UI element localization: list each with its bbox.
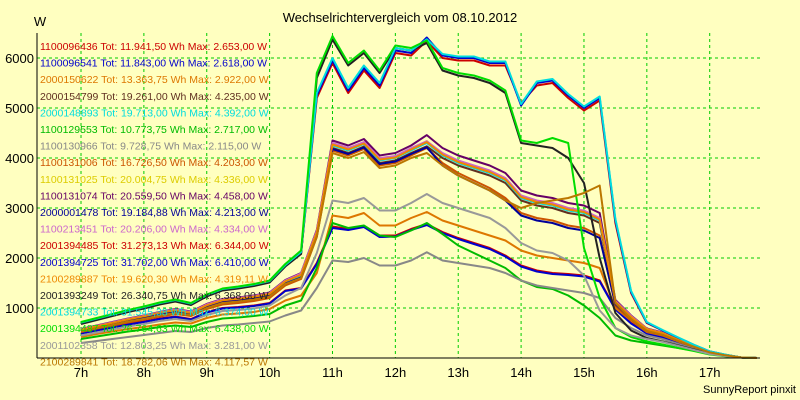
- legend-entry-2001102358: 2001102358 Tot: 12.803,25 Wh Max: 3.281,…: [40, 340, 268, 352]
- legend-entry-2001393249: 2001393249 Tot: 26.340,75 Wh Max: 6.368,…: [40, 290, 269, 302]
- chart-title: Wechselrichtervergleich vom 08.10.2012: [283, 10, 518, 25]
- y-tick-label: 3000: [5, 201, 34, 216]
- legend-entry-1100096541: 1100096541 Tot: 11.843,00 Wh Max: 2.618,…: [40, 58, 267, 70]
- x-tick-label: 14h: [510, 365, 532, 380]
- legend-entry-1100131006: 1100131006 Tot: 16.726,50 Wh Max: 4.203,…: [40, 157, 268, 169]
- legend-entry-2001394485: 2001394485 Tot: 31.273,13 Wh Max: 6.344,…: [40, 240, 269, 252]
- legend-entry-2100289841: 2100289841 Tot: 18.782,06 Wh Max: 4.117,…: [40, 356, 268, 368]
- series-line-2001393249: [80, 38, 757, 359]
- legend-entry-2100289887: 2100289887 Tot: 19.620,30 Wh Max: 4.319,…: [40, 273, 268, 285]
- legend-entry-1100131025: 1100131025 Tot: 20.004,75 Wh Max: 4.336,…: [40, 174, 268, 186]
- y-tick-label: 6000: [5, 51, 34, 66]
- series-line-1100129553: [80, 222, 757, 359]
- series-line-2100289887: [80, 141, 757, 359]
- series-lines: [80, 35, 757, 359]
- x-tick-label: 15h: [573, 365, 595, 380]
- y-tick-label: 4000: [5, 151, 34, 166]
- legend-entry-1100129553: 1100129553 Tot: 10.773,75 Wh Max: 2.717,…: [40, 124, 268, 136]
- y-tick-label: 2000: [5, 251, 34, 266]
- legend-entry-1100213451: 1100213451 Tot: 20.206,00 Wh Max: 4.334,…: [40, 224, 268, 236]
- x-tick-label: 7h: [74, 365, 88, 380]
- x-tick-label: 17h: [699, 365, 721, 380]
- legend: 1100096436 Tot: 11.941,50 Wh Max: 2.653,…: [40, 41, 269, 368]
- legend-entry-1100130966: 1100130966 Tot: 9.728,75 Wh Max: 2.115,0…: [40, 141, 261, 153]
- y-tick-label: 5000: [5, 101, 34, 116]
- x-tick-label: 12h: [385, 365, 407, 380]
- y-axis-unit: W: [34, 14, 47, 29]
- credit-text: SunnyReport pinxit: [703, 384, 796, 396]
- legend-entry-2000148893: 2000148893 Tot: 19.713,00 Wh Max: 4.392,…: [40, 107, 269, 119]
- x-tick-label: 13h: [447, 365, 469, 380]
- legend-entry-2000001478: 2000001478 Tot: 19.184,88 Wh Max: 4.213,…: [40, 207, 269, 219]
- series-line-1100130966: [80, 251, 757, 359]
- legend-entry-2000150622: 2000150622 Tot: 13.363,75 Wh Max: 2.922,…: [40, 74, 269, 86]
- x-tick-label: 16h: [636, 365, 658, 380]
- legend-entry-2001394725: 2001394725 Tot: 31.702,00 Wh Max: 6.410,…: [40, 257, 269, 269]
- legend-entry-1100131074: 1100131074 Tot: 20.559,50 Wh Max: 4.458,…: [40, 190, 268, 202]
- series-line-2001394487: [80, 35, 757, 359]
- legend-entry-2001394733: 2001394733 Tot: 31.545,38 Wh Max: 6.374,…: [40, 307, 269, 319]
- series-line-2001102358: [80, 193, 757, 359]
- axes: 1000 2000 3000 4000 5000 6000 7h 8h 9h 10h 11h 12h 1…: [5, 33, 760, 380]
- legend-entry-2001394487: 2001394487 Tot: 26.764,63 Wh Max: 6.438,…: [40, 323, 269, 335]
- x-tick-label: 10h: [259, 365, 281, 380]
- y-tick-label: 1000: [5, 301, 34, 316]
- legend-entry-2000154799: 2000154799 Tot: 19.261,00 Wh Max: 4.235,…: [40, 91, 269, 103]
- x-tick-label: 8h: [137, 365, 151, 380]
- series-line-2100289841: [80, 151, 757, 359]
- x-tick-label: 11h: [322, 365, 343, 380]
- legend-entry-1100096436: 1100096436 Tot: 11.941,50 Wh Max: 2.653,…: [40, 41, 267, 53]
- x-tick-label: 9h: [200, 365, 214, 380]
